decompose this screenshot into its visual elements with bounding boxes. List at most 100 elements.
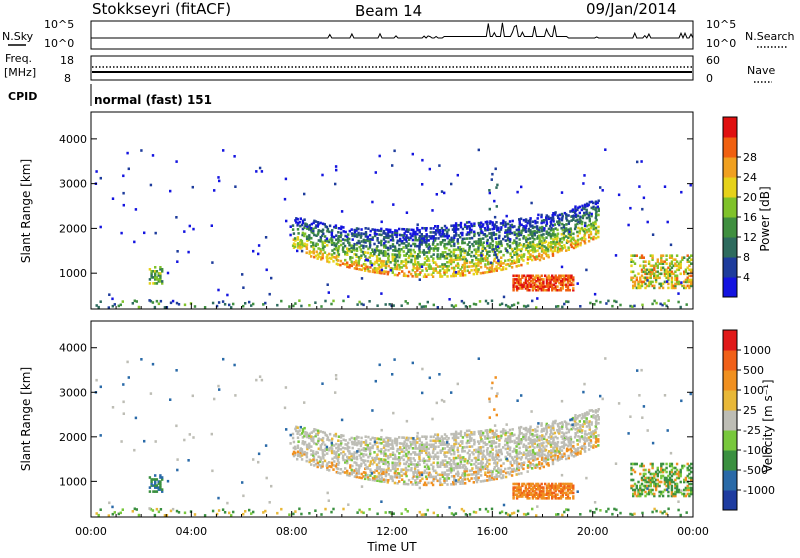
power-cell <box>323 245 325 248</box>
power-cell <box>593 303 595 306</box>
power-cell <box>557 214 559 217</box>
velocity-cell <box>396 438 398 441</box>
power-cell <box>330 303 332 306</box>
power-cell <box>651 281 653 284</box>
velocity-cell <box>320 430 322 433</box>
power-cell <box>384 232 386 235</box>
power-cell <box>585 229 587 232</box>
velocity-cell <box>479 508 481 511</box>
power-cell <box>537 217 539 220</box>
power-cell <box>636 277 638 280</box>
power-cell <box>507 223 509 226</box>
power-cell <box>175 216 177 219</box>
velocity-cell <box>531 439 533 442</box>
velocity-cell <box>408 463 410 466</box>
power-cell <box>360 244 362 247</box>
power-cell <box>421 269 423 272</box>
velocity-cell <box>648 469 650 472</box>
velocity-cell <box>328 469 330 472</box>
velocity-cell <box>441 435 443 438</box>
power-cell <box>547 254 549 257</box>
velocity-cell <box>398 436 400 439</box>
power-cell <box>509 259 511 262</box>
power-cell <box>463 302 465 305</box>
velocity-cell <box>446 469 448 472</box>
power-cell <box>374 229 376 232</box>
velocity-cell <box>367 436 369 439</box>
velocity-cell <box>364 460 366 463</box>
power-cell <box>376 304 378 307</box>
velocity-cell <box>412 447 414 450</box>
velocity-cell <box>520 472 522 475</box>
power-cell <box>410 245 412 248</box>
power-cell <box>133 241 135 244</box>
freq-tick-bottom: 8 <box>64 72 71 85</box>
power-cell <box>683 256 685 259</box>
velocity-cell <box>477 440 479 443</box>
velocity-cell <box>518 447 520 450</box>
power-cell <box>362 245 364 248</box>
velocity-cell <box>457 383 459 386</box>
velocity-cell <box>446 461 448 464</box>
power-cell <box>397 260 399 263</box>
power-cell <box>154 266 156 269</box>
velocity-cell <box>527 470 529 473</box>
velocity-cell <box>529 450 531 453</box>
velocity-cell <box>384 459 386 462</box>
power-cell <box>518 258 520 261</box>
velocity-cell <box>509 453 511 456</box>
velocity-cell <box>292 437 294 440</box>
velocity-cell <box>486 459 488 462</box>
power-cell <box>538 235 540 238</box>
velocity-cell <box>374 437 376 440</box>
velocity-cell <box>543 466 545 469</box>
power-cell <box>372 236 374 239</box>
power-cell <box>486 271 488 274</box>
power-cell <box>344 263 346 266</box>
velocity-cell <box>176 458 178 461</box>
power-cell <box>427 273 429 276</box>
power-cell <box>428 243 430 246</box>
velocity-cell <box>401 478 403 481</box>
power-cell <box>444 251 446 254</box>
power-cell <box>523 253 525 256</box>
velocity-cell <box>481 440 483 443</box>
velocity-cell <box>630 473 632 476</box>
power-cell <box>450 225 452 228</box>
power-cell <box>333 236 335 239</box>
velocity-cell <box>494 466 496 469</box>
power-cell <box>549 233 551 236</box>
power-cell <box>655 302 657 305</box>
power-cell <box>266 269 268 272</box>
velocity-cell <box>482 432 484 435</box>
velocity-cell <box>502 474 504 477</box>
velocity-cell <box>471 459 473 462</box>
power-cell <box>500 250 502 253</box>
power-cell <box>302 232 304 235</box>
velocity-cell <box>660 481 662 484</box>
power-cell <box>434 225 436 228</box>
power-cell <box>152 154 154 157</box>
power-cell <box>497 227 499 230</box>
power-cell <box>455 304 457 307</box>
velocity-cell <box>344 447 346 450</box>
power-cell <box>468 271 470 274</box>
power-cell <box>480 238 482 241</box>
power-cell <box>671 254 673 257</box>
power-cell <box>539 259 541 262</box>
velocity-cell <box>475 471 477 474</box>
velocity-cell <box>385 479 387 482</box>
power-cell <box>123 204 125 207</box>
power-cell <box>322 253 324 256</box>
power-cell <box>399 238 401 241</box>
velocity-cell <box>344 467 346 470</box>
velocity-cell <box>577 443 579 446</box>
velocity-cell <box>194 513 196 516</box>
power-cell <box>294 237 296 240</box>
velocity-cell <box>402 455 404 458</box>
velocity-cell <box>576 427 578 430</box>
power-cell <box>328 261 330 264</box>
velocity-cell <box>333 450 335 453</box>
velocity-cell <box>294 510 296 513</box>
power-cell <box>398 248 400 251</box>
